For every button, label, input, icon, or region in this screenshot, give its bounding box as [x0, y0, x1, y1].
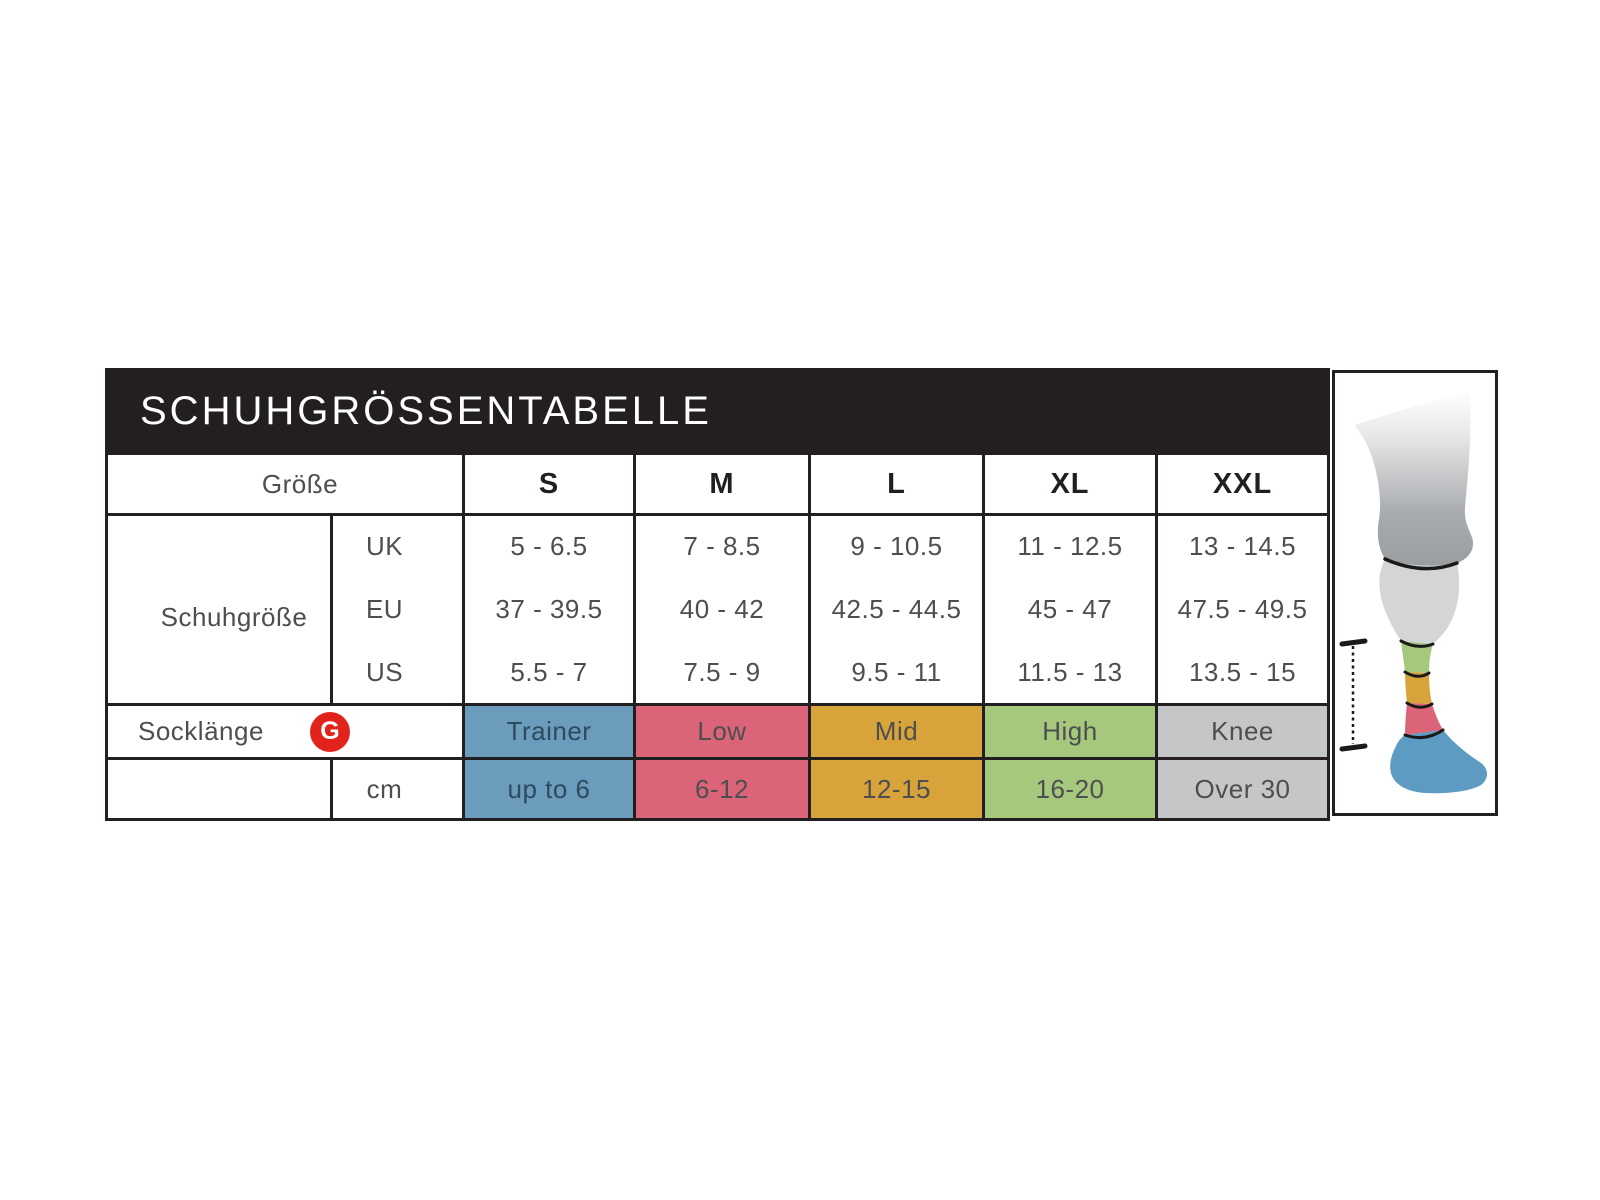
value-cell: 11 - 12.5 — [982, 513, 1158, 578]
leg-illustration — [1339, 393, 1487, 794]
value-cell: 7 - 8.5 — [633, 513, 811, 578]
leg-illustration-box — [1332, 370, 1498, 816]
value-cell: 13 - 14.5 — [1154, 513, 1331, 578]
size-col-s: S — [462, 452, 636, 516]
value-cell: 9 - 10.5 — [808, 513, 985, 578]
high-band — [1401, 641, 1433, 673]
low-band — [1405, 703, 1443, 735]
trainer-foot — [1390, 730, 1487, 794]
shoe-size-uk-row: Schuhgröße UK 5 - 6.5 7 - 8.5 9 - 10.5 1… — [105, 513, 1331, 706]
value-cell: 42.5 - 44.5 — [808, 577, 985, 642]
size-col-m: M — [633, 452, 811, 516]
sock-style-trainer: Trainer — [462, 703, 636, 760]
shoe-size-us-row: US 5.5 - 7 7.5 - 9 9.5 - 11 11.5 - 13 13… — [107, 641, 1331, 706]
cm-value-high: 16-20 — [982, 757, 1158, 821]
size-col-xl: XL — [982, 452, 1158, 516]
value-cell: 9.5 - 11 — [808, 641, 985, 706]
measurement-line — [1339, 638, 1368, 752]
unit-us: US — [330, 641, 465, 706]
thigh — [1355, 393, 1474, 566]
value-cell: 5.5 - 7 — [462, 641, 636, 706]
table-title-cell: SCHUHGRÖSSENTABELLE — [104, 368, 1331, 455]
low-band-top-line — [1405, 701, 1434, 709]
mid-band-top-line — [1403, 670, 1431, 678]
sock-style-low: Low — [633, 703, 811, 760]
sock-length-row: Socklänge G Trainer Low Mid High Knee — [105, 703, 1331, 760]
sock-top-line — [1383, 557, 1459, 571]
unit-cm: cm — [330, 757, 465, 821]
cm-row: cm up to 6 6-12 12-15 16-20 Over 30 — [105, 757, 1331, 821]
shoe-size-eu-row: EU 37 - 39.5 40 - 42 42.5 - 44.5 45 - 47… — [107, 577, 1331, 642]
sock-length-label: Socklänge — [138, 716, 264, 746]
knee-sock — [1379, 559, 1460, 644]
size-col-l: L — [808, 452, 985, 516]
size-row-label: Größe — [105, 452, 465, 516]
cm-value-knee: Over 30 — [1154, 757, 1331, 821]
value-cell: 11.5 - 13 — [982, 641, 1158, 706]
value-cell: 40 - 42 — [633, 577, 811, 642]
value-cell: 45 - 47 — [982, 577, 1158, 642]
g-badge: G — [309, 711, 350, 752]
cm-row-empty-cell — [105, 757, 333, 821]
size-col-xxl: XXL — [1154, 452, 1331, 516]
sock-style-knee: Knee — [1154, 703, 1331, 760]
cm-value-trainer: up to 6 — [462, 757, 636, 821]
table-title: SCHUHGRÖSSENTABELLE — [140, 389, 712, 433]
sock-style-high: High — [982, 703, 1158, 760]
cm-value-low: 6-12 — [633, 757, 811, 821]
cm-value-mid: 12-15 — [808, 757, 985, 821]
mid-band — [1405, 672, 1432, 704]
shoe-size-label: Schuhgröße — [105, 513, 333, 706]
foot-top-line — [1403, 728, 1445, 740]
sock-style-mid: Mid — [808, 703, 985, 760]
unit-uk: UK — [330, 513, 465, 578]
value-cell: 47.5 - 49.5 — [1154, 577, 1331, 642]
sock-length-label-cell: Socklänge G — [105, 703, 465, 760]
value-cell: 13.5 - 15 — [1154, 641, 1331, 706]
high-band-top-line — [1399, 639, 1435, 648]
table-title-bar: SCHUHGRÖSSENTABELLE — [104, 368, 1331, 455]
size-table: SCHUHGRÖSSENTABELLE Größe S M L XL XXL S… — [104, 368, 1331, 821]
value-cell: 37 - 39.5 — [462, 577, 636, 642]
size-header-row: Größe S M L XL XXL — [105, 452, 1331, 516]
unit-eu: EU — [330, 577, 465, 642]
value-cell: 7.5 - 9 — [633, 641, 811, 706]
value-cell: 5 - 6.5 — [462, 513, 636, 578]
